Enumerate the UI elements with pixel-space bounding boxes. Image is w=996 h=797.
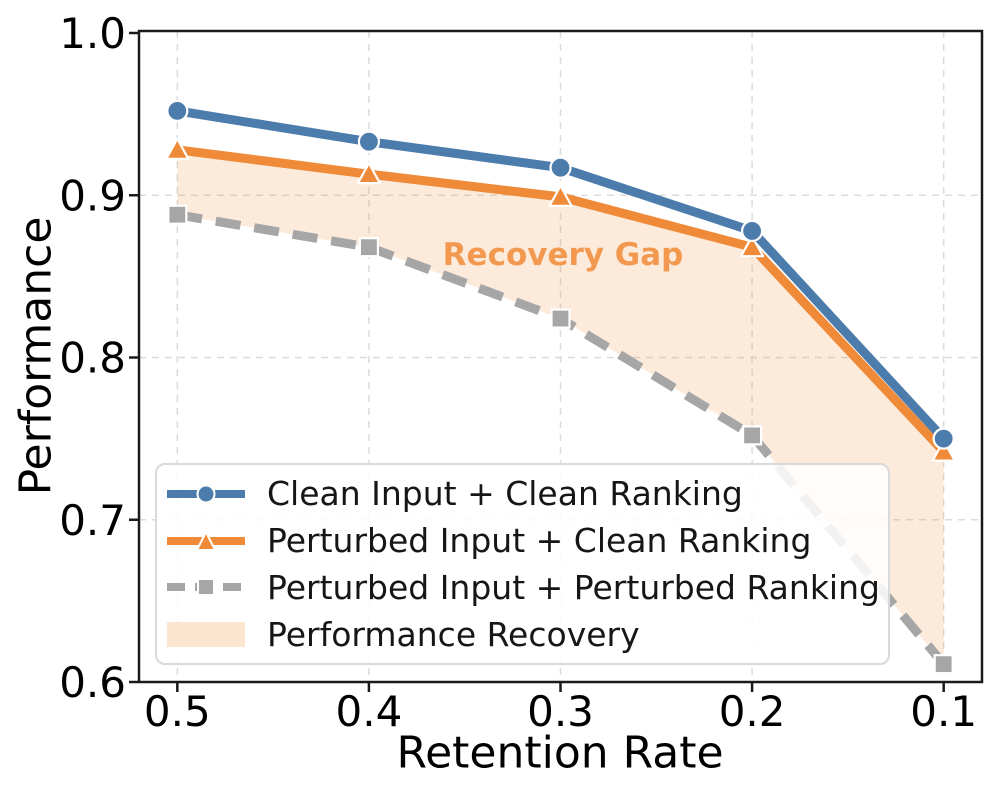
line-circle-icon	[167, 484, 245, 504]
legend-item-label: Perturbed Input + Clean Ranking	[267, 521, 812, 561]
y-axis-label: Performance	[10, 216, 62, 496]
patch-icon	[167, 622, 245, 648]
legend: Clean Input + Clean Ranking Perturbed Inp…	[155, 463, 890, 665]
x-tick-label: 0.2	[719, 687, 786, 736]
x-tick-label: 0.4	[336, 687, 403, 736]
axis-ticks	[129, 31, 945, 692]
legend-item: Perturbed Input + Perturbed Ranking	[163, 565, 888, 609]
dashed-line-square-icon	[167, 578, 245, 597]
y-tick-label: 1.0	[59, 9, 126, 58]
recovery-gap-annotation: Recovery Gap	[442, 237, 684, 273]
x-axis-label: Retention Rate	[396, 727, 724, 779]
y-tick-label: 0.7	[59, 496, 126, 545]
y-tick-label: 0.9	[59, 171, 126, 220]
series-perturbed-input-clean-ranking	[165, 137, 956, 462]
plot-border	[137, 29, 984, 684]
x-tick-label: 0.3	[527, 687, 594, 736]
y-tick-label: 0.6	[59, 658, 126, 707]
y-tick-label: 0.8	[59, 334, 126, 383]
legend-item: Performance Recovery	[163, 612, 888, 656]
legend-item-label: Clean Input + Clean Ranking	[267, 474, 743, 514]
legend-item-label: Perturbed Input + Perturbed Ranking	[267, 567, 880, 607]
x-tick-label: 0.1	[910, 687, 977, 736]
legend-item-label: Performance Recovery	[267, 614, 640, 654]
line-triangle-icon	[167, 529, 245, 551]
x-tick-label: 0.5	[144, 687, 211, 736]
legend-item: Clean Input + Clean Ranking	[163, 472, 888, 516]
performance-recovery-fill-area	[177, 149, 944, 665]
series-clean-input-clean-ranking	[166, 99, 955, 450]
legend-item: Perturbed Input + Clean Ranking	[163, 519, 888, 563]
tick-labels: 0.5 0.4 0.3 0.2 0.1 1.0 0.9 0.8 0.7 0.6	[59, 9, 977, 736]
